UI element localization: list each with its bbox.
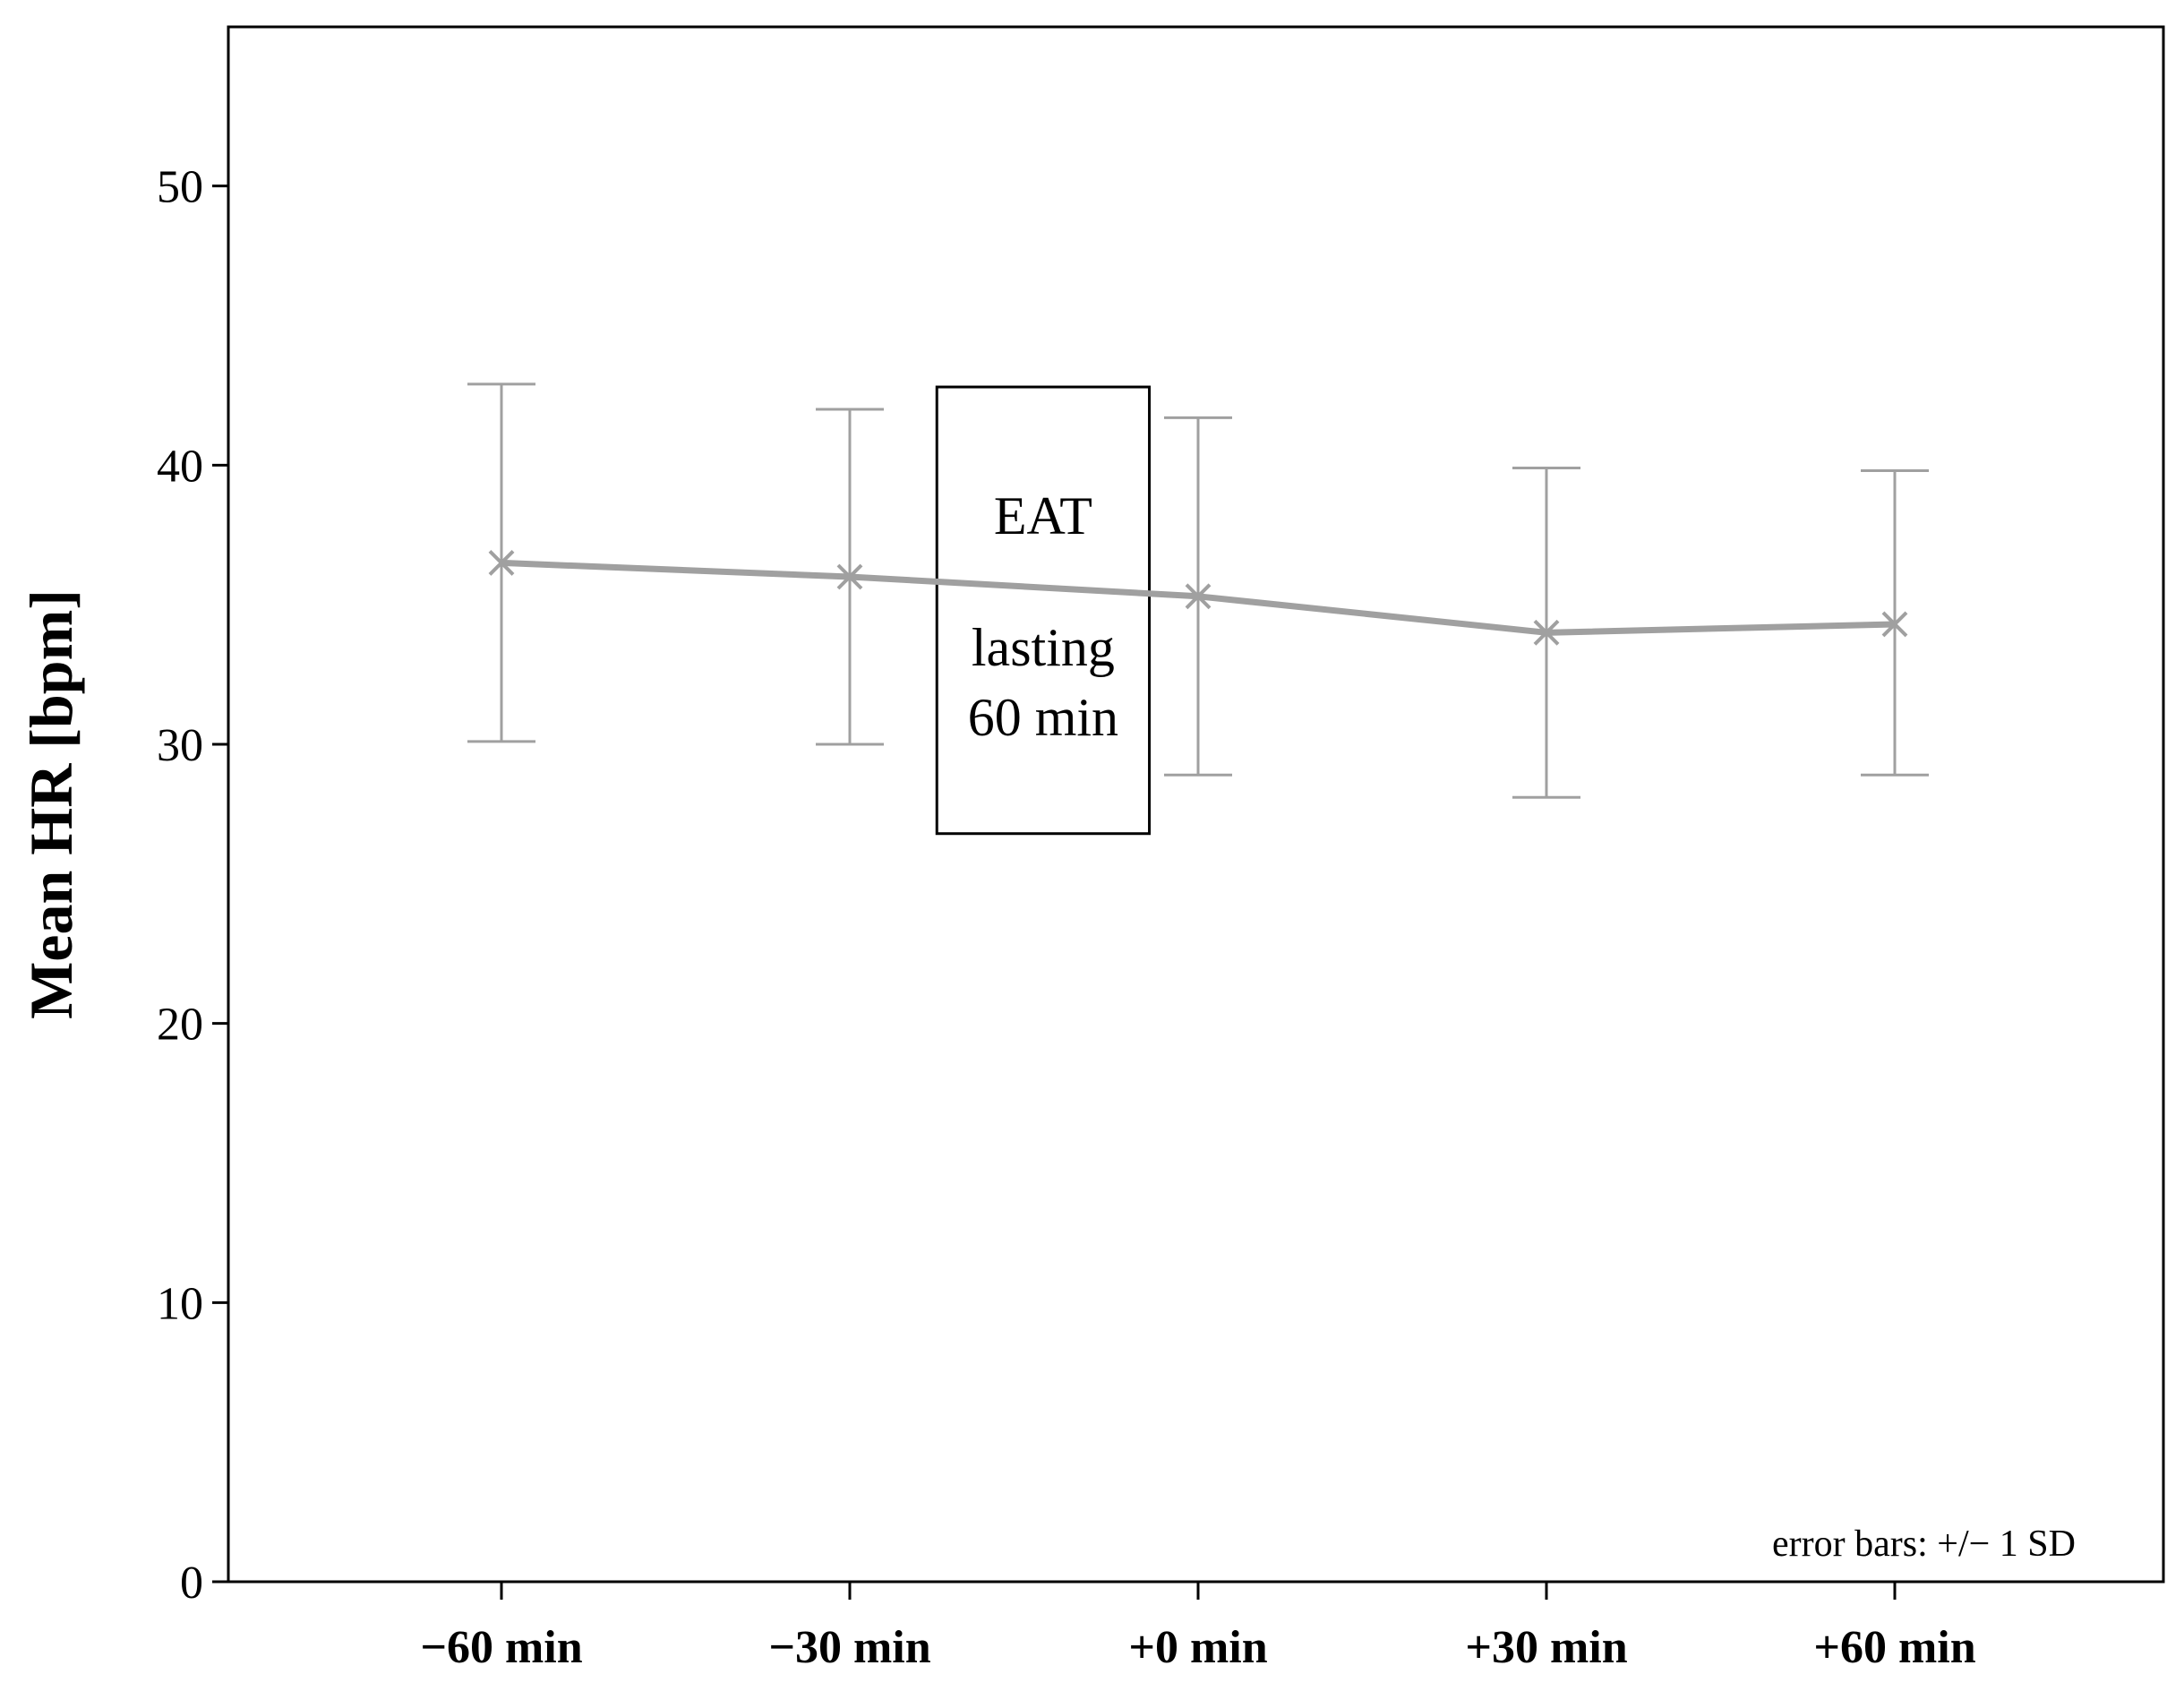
error-bars bbox=[467, 382, 1929, 799]
y-axis-title: Mean HR [bpm] bbox=[17, 589, 85, 1019]
y-tick-label: 10 bbox=[157, 1278, 203, 1329]
x-tick-label: −30 min bbox=[768, 1622, 930, 1673]
eat-annotation: EAT lasting 60 min bbox=[935, 385, 1152, 836]
data-point-stroke bbox=[1185, 583, 1212, 610]
data-point-stroke bbox=[1533, 619, 1560, 646]
y-axis: 0 10 20 30 40 50 bbox=[157, 162, 228, 1609]
series-markers bbox=[488, 549, 1908, 646]
y-tick-label: 30 bbox=[157, 720, 203, 771]
data-point bbox=[836, 563, 863, 590]
data-point bbox=[1881, 611, 1908, 638]
y-tick-label: 20 bbox=[157, 1000, 203, 1051]
data-point-stroke bbox=[488, 549, 515, 576]
data-point bbox=[1185, 583, 1212, 610]
eat-annotation-duration-line2: 60 min bbox=[968, 688, 1118, 747]
y-tick-label: 0 bbox=[180, 1558, 203, 1609]
data-point-stroke bbox=[836, 563, 863, 590]
error-bar-note: error bars: +/− 1 SD bbox=[1772, 1524, 2076, 1565]
data-point-stroke bbox=[1881, 611, 1908, 638]
eat-annotation-label: EAT bbox=[994, 486, 1092, 545]
data-point bbox=[488, 549, 515, 576]
y-tick-label: 40 bbox=[157, 441, 203, 492]
x-tick-label: +0 min bbox=[1128, 1622, 1267, 1673]
x-tick-label: +30 min bbox=[1465, 1622, 1627, 1673]
data-point bbox=[1533, 619, 1560, 646]
eat-annotation-duration-line1: lasting bbox=[972, 618, 1115, 677]
x-tick-label: +60 min bbox=[1813, 1622, 1975, 1673]
eat-annotation-box bbox=[935, 385, 1152, 836]
x-axis: −60 min −30 min +0 min +30 min +60 min bbox=[420, 1582, 1976, 1673]
y-tick-label: 50 bbox=[157, 162, 203, 213]
x-tick-label: −60 min bbox=[420, 1622, 582, 1673]
plot-frame bbox=[227, 25, 2165, 1584]
